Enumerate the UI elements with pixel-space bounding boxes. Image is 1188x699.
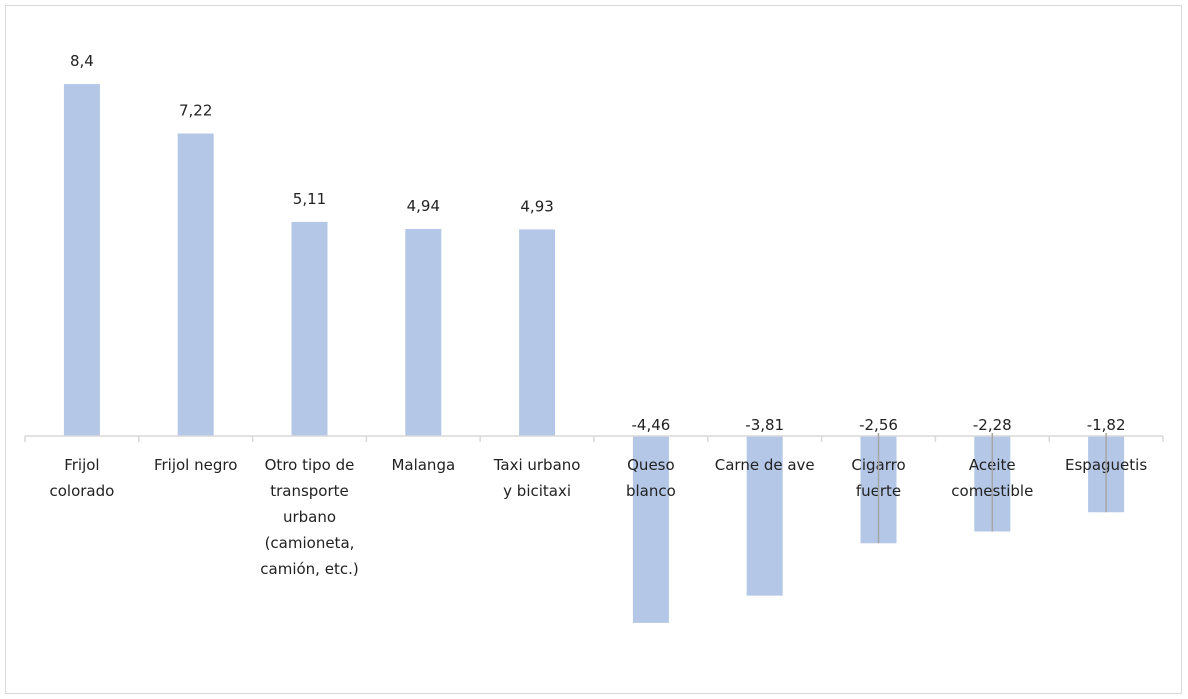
bar: [519, 229, 556, 436]
category-label: blanco: [626, 482, 676, 500]
data-label: -2,56: [859, 416, 898, 434]
category-label: colorado: [49, 482, 114, 500]
category-label: Carne de ave: [715, 456, 815, 474]
data-label: 4,93: [520, 197, 553, 215]
category-label: transporte: [270, 482, 349, 500]
category-label: Malanga: [391, 456, 455, 474]
bar: [405, 229, 442, 436]
data-label: -2,28: [973, 416, 1012, 434]
category-label: camión, etc.): [260, 560, 358, 578]
bar: [632, 436, 669, 623]
data-label: -3,81: [745, 416, 784, 434]
data-label: 8,4: [70, 52, 94, 70]
chart-frame: [5, 5, 1182, 694]
data-label: -1,82: [1087, 416, 1126, 434]
category-label: y bicitaxi: [503, 482, 571, 500]
bar: [291, 221, 328, 436]
category-label: Otro tipo de: [265, 456, 355, 474]
category-label: urbano: [283, 508, 336, 526]
category-label: Taxi urbano: [493, 456, 581, 474]
data-label: -4,46: [631, 416, 670, 434]
category-label: Frijol negro: [154, 456, 237, 474]
bar: [63, 84, 100, 436]
category-label: Queso: [627, 456, 675, 474]
bar: [177, 133, 214, 436]
category-label: Frijol: [64, 456, 99, 474]
data-label: 7,22: [179, 101, 212, 119]
data-label: 5,11: [293, 190, 326, 208]
category-label: (camioneta,: [265, 534, 355, 552]
data-label: 4,94: [407, 197, 440, 215]
bar: [746, 436, 783, 596]
